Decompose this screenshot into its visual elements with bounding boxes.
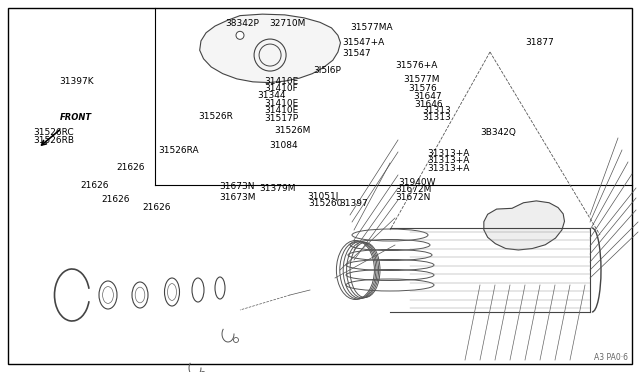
Text: 31646: 31646	[415, 100, 444, 109]
Text: 31084: 31084	[269, 141, 298, 150]
Text: 31547+A: 31547+A	[342, 38, 385, 47]
Text: 31526R: 31526R	[198, 112, 233, 121]
Text: 31313+A: 31313+A	[428, 156, 470, 165]
Text: 31577M: 31577M	[403, 76, 440, 84]
Polygon shape	[484, 201, 564, 250]
Text: 31672M: 31672M	[396, 185, 432, 194]
Text: 31379M: 31379M	[259, 185, 296, 193]
Text: 31672N: 31672N	[396, 193, 431, 202]
Text: 38342P: 38342P	[225, 19, 259, 28]
Text: 31577MA: 31577MA	[351, 23, 394, 32]
Text: 21626: 21626	[142, 203, 171, 212]
Text: 31313: 31313	[422, 113, 451, 122]
Text: 31526RC: 31526RC	[33, 128, 74, 137]
Text: 31313+A: 31313+A	[428, 149, 470, 158]
Text: 31576: 31576	[408, 84, 437, 93]
Polygon shape	[200, 14, 340, 83]
Text: 3B342Q: 3B342Q	[480, 128, 516, 137]
Text: 31647: 31647	[413, 92, 442, 101]
Text: 31051J: 31051J	[307, 192, 339, 201]
Text: 31526RB: 31526RB	[33, 136, 74, 145]
Text: 31410E: 31410E	[264, 106, 299, 115]
Text: 21626: 21626	[80, 181, 109, 190]
Text: 31313+A: 31313+A	[428, 164, 470, 173]
Text: 31547: 31547	[342, 49, 371, 58]
Text: 31576+A: 31576+A	[396, 61, 438, 70]
Text: 31673M: 31673M	[219, 193, 255, 202]
Text: 21626: 21626	[116, 163, 145, 172]
Text: 31313: 31313	[422, 106, 451, 115]
Text: 31410F: 31410F	[264, 84, 298, 93]
Text: 32710M: 32710M	[269, 19, 305, 28]
Text: 31397K: 31397K	[59, 77, 93, 86]
Text: 21626: 21626	[101, 195, 130, 203]
Text: 31940W: 31940W	[398, 178, 436, 187]
Text: 315260: 315260	[308, 199, 343, 208]
Text: 31344: 31344	[257, 92, 286, 100]
Text: 31397: 31397	[339, 199, 368, 208]
Text: 31673N: 31673N	[219, 182, 254, 191]
Text: 31517P: 31517P	[264, 114, 298, 123]
Text: FRONT: FRONT	[60, 113, 92, 122]
Text: 31526RA: 31526RA	[159, 146, 199, 155]
Text: 3I5I6P: 3I5I6P	[314, 66, 342, 75]
Text: A3 PA0·6: A3 PA0·6	[594, 353, 628, 362]
Circle shape	[236, 31, 244, 39]
Text: 31410E: 31410E	[264, 77, 299, 86]
Text: 31410E: 31410E	[264, 99, 299, 108]
Text: 31877: 31877	[525, 38, 554, 47]
Text: 31526M: 31526M	[274, 126, 310, 135]
